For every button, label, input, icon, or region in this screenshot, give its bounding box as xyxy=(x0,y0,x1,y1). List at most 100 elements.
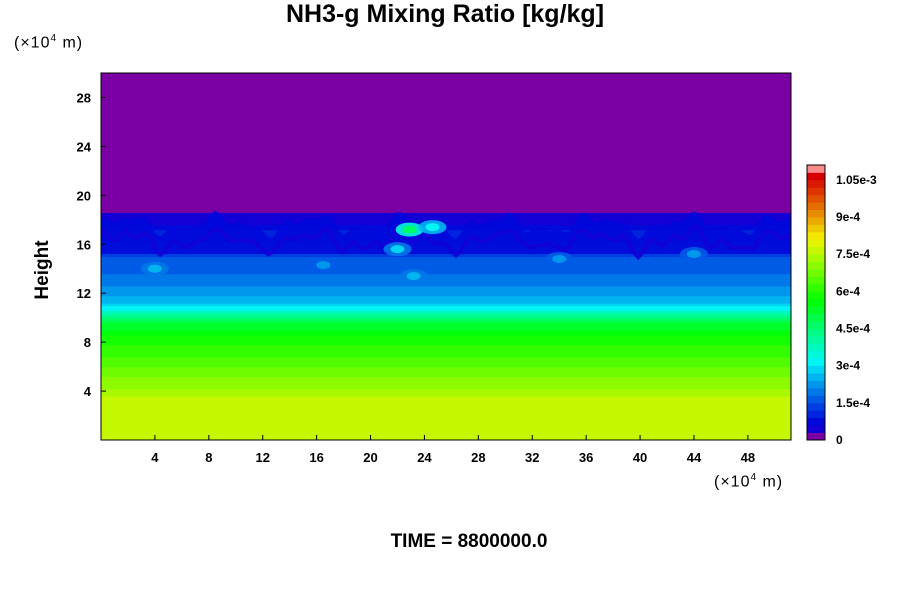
field-band xyxy=(101,109,791,113)
colorbar-level xyxy=(807,373,825,381)
colorbar-level xyxy=(807,343,825,352)
field-band xyxy=(101,185,791,189)
colorbar-tick-label: 4.5e-4 xyxy=(836,322,870,336)
field-band xyxy=(101,141,791,145)
field-feature-core xyxy=(425,223,440,232)
colorbar-level xyxy=(807,261,825,270)
colorbar-level xyxy=(807,335,825,344)
y-tick-label: 8 xyxy=(84,335,91,350)
field-band xyxy=(101,388,791,392)
colorbar-level xyxy=(807,402,825,411)
field-band xyxy=(101,371,791,375)
field-band xyxy=(101,207,791,211)
field-band xyxy=(101,329,791,333)
field-band xyxy=(101,210,791,214)
colorbar-level xyxy=(807,410,825,419)
colorbar-tick-label: 7.5e-4 xyxy=(836,247,870,261)
x-unit-prefix: (×10 xyxy=(714,473,751,491)
field-band xyxy=(101,342,791,346)
x-tick-label: 36 xyxy=(579,450,593,465)
field-band xyxy=(101,364,791,368)
field-band xyxy=(101,288,791,292)
field-band xyxy=(101,205,791,209)
field-band xyxy=(101,217,791,221)
cloud-top-layer xyxy=(101,210,791,255)
x-tick-label: 40 xyxy=(633,450,647,465)
field-band xyxy=(101,102,791,106)
field-band xyxy=(101,295,791,299)
field-band xyxy=(101,422,791,426)
field-band xyxy=(101,381,791,385)
x-tick-label: 48 xyxy=(741,450,755,465)
field-band xyxy=(101,403,791,407)
field-band xyxy=(101,112,791,116)
field-band xyxy=(101,339,791,343)
colorbar-level xyxy=(807,224,825,233)
field-band xyxy=(101,170,791,174)
field-band xyxy=(101,258,791,262)
field-feature-core xyxy=(552,254,567,263)
y-tick-label: 12 xyxy=(77,286,91,301)
time-label: TIME = 8800000.0 xyxy=(390,531,548,552)
colorbar-level xyxy=(807,306,825,315)
field-band xyxy=(101,114,791,118)
colorbar-tick-label: 3e-4 xyxy=(836,359,860,373)
colorbar-level xyxy=(807,328,825,337)
field-band xyxy=(101,263,791,267)
field-band xyxy=(101,430,791,434)
x-tick-label: 44 xyxy=(687,450,702,465)
cloud-top-filament xyxy=(101,223,791,261)
y-unit-suffix: m) xyxy=(57,34,84,52)
colorbar-level xyxy=(807,276,825,285)
field-band xyxy=(101,373,791,377)
field-band xyxy=(101,168,791,172)
field-band xyxy=(101,437,791,440)
field-band xyxy=(101,298,791,302)
field-band xyxy=(101,285,791,289)
field-band xyxy=(101,161,791,165)
field-band xyxy=(101,271,791,275)
field-band xyxy=(101,178,791,182)
field-band xyxy=(101,107,791,111)
y-tick-label: 4 xyxy=(84,384,92,399)
colorbar-level xyxy=(807,358,825,367)
field-band xyxy=(101,356,791,360)
colorbar-level xyxy=(807,194,825,203)
field-band xyxy=(101,317,791,321)
x-tick-label: 16 xyxy=(309,450,323,465)
colorbar-level xyxy=(807,321,825,329)
field-band xyxy=(101,349,791,353)
field-band xyxy=(101,117,791,121)
colorbar-level xyxy=(807,254,825,263)
field-band xyxy=(101,134,791,138)
field-band xyxy=(101,143,791,147)
colorbar-level xyxy=(807,231,825,240)
field-band xyxy=(101,256,791,260)
field-band xyxy=(101,405,791,409)
field-band xyxy=(101,73,791,77)
colorbar-level xyxy=(807,172,825,181)
field-band xyxy=(101,87,791,91)
colorbar-level xyxy=(807,365,825,374)
field-band xyxy=(101,393,791,397)
colorbar-level xyxy=(807,313,825,322)
colorbar-level xyxy=(807,291,825,300)
field-band xyxy=(101,148,791,152)
colorbar-level xyxy=(807,165,825,173)
field-band xyxy=(101,80,791,84)
field-band xyxy=(101,119,791,123)
field-band xyxy=(101,383,791,387)
field-feature-core xyxy=(147,264,162,273)
colorbar-level xyxy=(807,179,825,188)
field-band xyxy=(101,376,791,380)
colorbar-level xyxy=(807,387,825,396)
field-band xyxy=(101,378,791,382)
field-band xyxy=(101,283,791,287)
field-band xyxy=(101,131,791,135)
field-band xyxy=(101,180,791,184)
chart-title: NH3-g Mixing Ratio [kg/kg] xyxy=(285,0,605,28)
field-band xyxy=(101,305,791,309)
field-feature-core xyxy=(316,261,331,270)
field-band xyxy=(101,192,791,196)
field-band xyxy=(101,337,791,341)
